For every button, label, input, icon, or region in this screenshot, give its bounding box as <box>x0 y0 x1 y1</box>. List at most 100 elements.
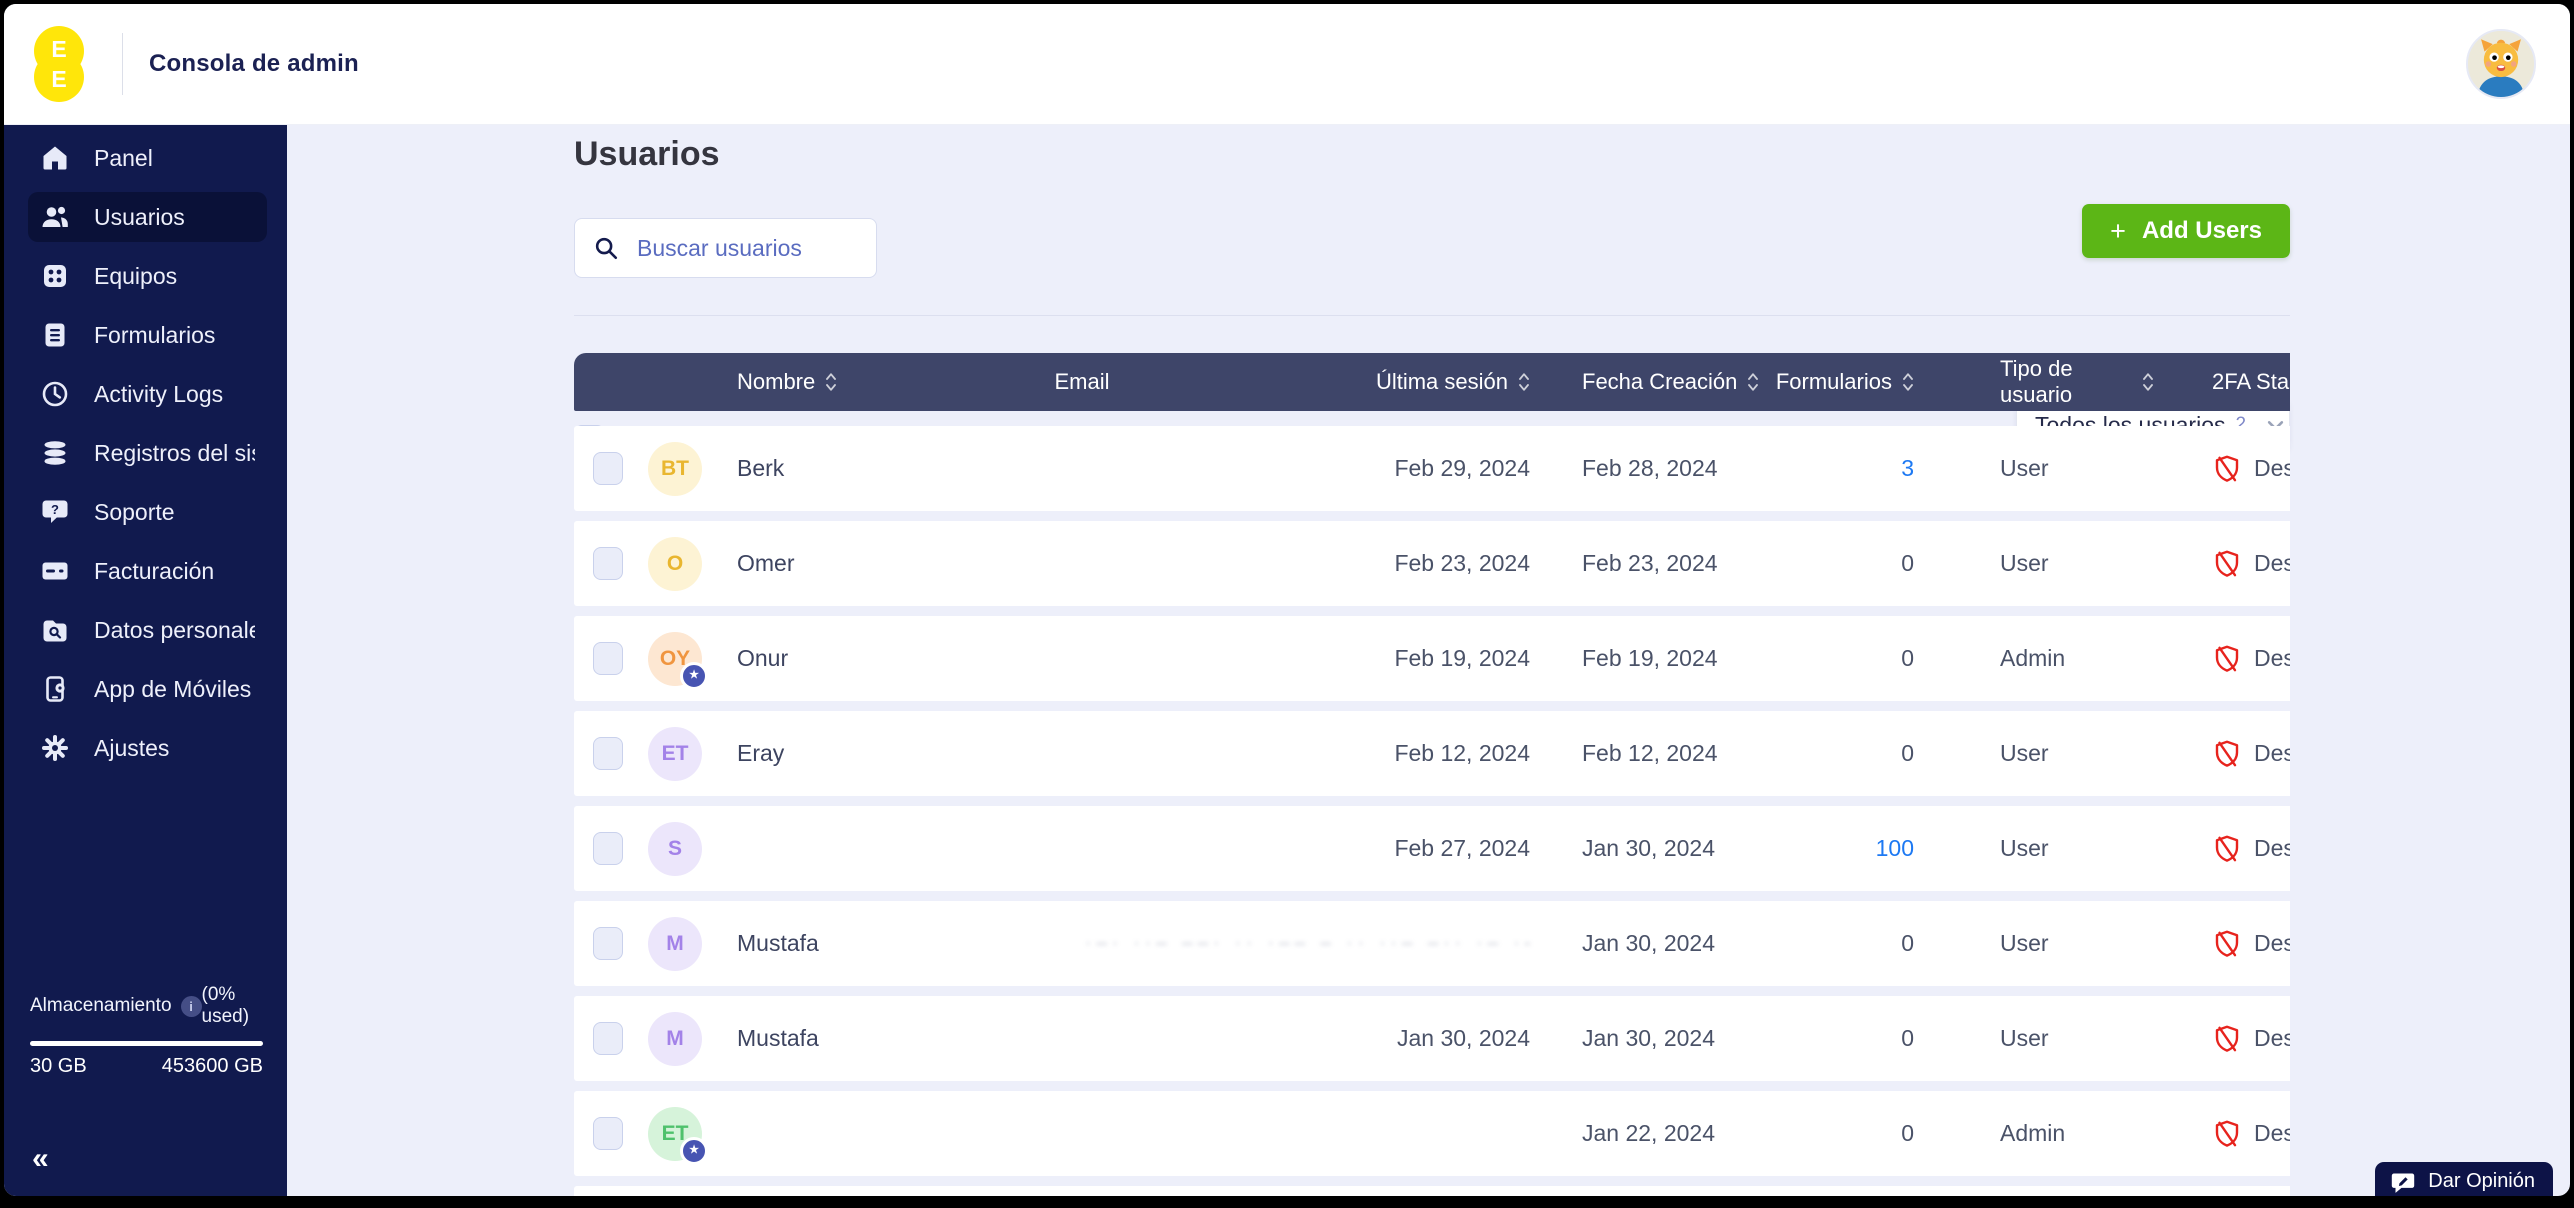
row-checkbox[interactable] <box>593 832 623 865</box>
user-name: Onur <box>737 645 789 671</box>
admin-console-app: E E Consola de admin <box>4 4 2570 1196</box>
row-checkbox[interactable] <box>593 642 623 675</box>
sort-icon[interactable] <box>825 371 837 393</box>
row-checkbox[interactable] <box>593 547 623 580</box>
row-avatar-cell: M <box>634 1011 722 1066</box>
created-date: Jan 22, 2024 <box>1582 1120 1716 1146</box>
sort-icon[interactable] <box>1518 371 1530 393</box>
sidebar-item-equipos[interactable]: Equipos <box>28 251 267 301</box>
admin-star-badge: ★ <box>680 1136 708 1165</box>
last-session: Feb 12, 2024 <box>1394 740 1530 766</box>
home-icon <box>40 143 70 173</box>
sidebar-item-panel[interactable]: Panel <box>28 133 267 183</box>
user-name: Eray <box>737 740 785 766</box>
row-checkbox[interactable] <box>593 1117 623 1150</box>
sort-icon[interactable] <box>1902 371 1914 393</box>
row-avatar-cell: BT <box>634 441 722 496</box>
logo-divider <box>122 33 123 95</box>
row-avatar-cell: ET ★ <box>634 1106 722 1165</box>
last-session: Feb 23, 2024 <box>1394 550 1530 576</box>
forms-count: 0 <box>1901 740 1914 766</box>
sidebar-item-datos-personales[interactable]: Datos personales <box>28 605 267 655</box>
svg-text:?: ? <box>51 502 59 517</box>
user-type: User <box>2000 835 2049 861</box>
feedback-button[interactable]: Dar Opinión <box>2375 1162 2553 1196</box>
sidebar-item-registros-del-siste[interactable]: Registros del siste... <box>28 428 267 478</box>
storage-current: 30 GB <box>30 1055 87 1077</box>
table-row: BT Berk Feb 29, 2024 Feb 28, 2024 3 User Des <box>574 426 2290 511</box>
created-date: Jan 30, 2024 <box>1582 1025 1716 1051</box>
forms-count: 0 <box>1901 930 1914 956</box>
sidebar-item-formularios[interactable]: Formularios <box>28 310 267 360</box>
forms-cell: 100 <box>1770 835 1914 862</box>
topbar: E E Consola de admin <box>4 4 2570 125</box>
table-row: M Mustafa Jan 30, 2024 0 User Des ·–· ··– ––· … <box>574 901 2290 986</box>
shield-slash-icon <box>2212 1024 2242 1054</box>
twofa-status: Des <box>2254 835 2290 861</box>
forms-count[interactable]: 3 <box>1901 455 1914 481</box>
column-header--ltima-sesi-n: Última sesión <box>1227 369 1530 395</box>
sidebar-item-activity-logs[interactable]: Activity Logs <box>28 369 267 419</box>
redacted-email-blur: ·–· ··– ––· ·· ·–– – ·· ··– –·· ·– ·– <box>1085 932 1530 954</box>
sidebar-item-ajustes[interactable]: Ajustes <box>28 723 267 773</box>
sidebar-item-soporte[interactable]: ? Soporte <box>28 487 267 537</box>
forms-count[interactable]: 100 <box>1875 835 1914 861</box>
search-input[interactable] <box>635 233 862 263</box>
feedback-label: Dar Opinión <box>2428 1170 2535 1192</box>
created-date: Jan 30, 2024 <box>1582 835 1716 861</box>
avatar: O <box>648 536 702 591</box>
column-header-tipo-de-usuario: Tipo de usuario <box>1914 356 2154 408</box>
page-title: Usuarios <box>574 135 720 173</box>
shield-slash-icon <box>2212 929 2242 959</box>
row-avatar-cell: O <box>634 536 722 591</box>
sidebar-collapse-button[interactable]: « <box>32 1142 49 1175</box>
avatar-initials: ET <box>661 741 689 765</box>
created-date: Feb 28, 2024 <box>1582 455 1718 481</box>
column-label: Email <box>1054 369 1110 394</box>
avatar: ET ★ <box>648 1106 708 1165</box>
shield-slash-icon <box>2212 834 2242 864</box>
forms-cell: 0 <box>1770 1120 1914 1147</box>
twofa-cell: Des <box>2154 929 2290 959</box>
forms-icon <box>40 320 70 350</box>
row-checkbox-cell <box>574 737 634 770</box>
last-session: Feb 29, 2024 <box>1394 455 1530 481</box>
user-type: User <box>2000 550 2049 576</box>
content: Usuarios + Add Users Elegir Todo <box>574 125 2290 1196</box>
user-avatar[interactable] <box>2466 29 2536 99</box>
sidebar-item-app-de-m-viles[interactable]: App de Móviles <box>28 664 267 714</box>
shield-slash-icon <box>2212 1119 2242 1149</box>
avatar: ET <box>648 726 702 781</box>
twofa-status: Des <box>2254 550 2290 576</box>
table-row: S Feb 27, 2024 Jan 30, 2024 100 User Des <box>574 806 2290 891</box>
avatar-initials: ET <box>661 1121 689 1145</box>
row-checkbox-cell <box>574 832 634 865</box>
sidebar-item-label: Soporte <box>94 498 175 525</box>
last-session: Feb 19, 2024 <box>1394 645 1530 671</box>
database-icon <box>40 438 70 468</box>
sidebar-item-usuarios[interactable]: Usuarios <box>28 192 267 242</box>
user-type: User <box>2000 1025 2049 1051</box>
row-checkbox[interactable] <box>593 737 623 770</box>
twofa-cell: Des <box>2154 739 2290 769</box>
twofa-cell: Des <box>2154 834 2290 864</box>
row-checkbox[interactable] <box>593 927 623 960</box>
sort-icon[interactable] <box>1747 371 1759 393</box>
support-icon: ? <box>40 497 70 527</box>
twofa-status: Des <box>2254 930 2290 956</box>
avatar-initials: OY <box>659 646 691 670</box>
row-checkbox-cell <box>574 547 634 580</box>
table-row: M Mustafa Jan 30, 2024 Jan 30, 2024 0 User Des <box>574 996 2290 1081</box>
sort-icon[interactable] <box>2142 371 2154 393</box>
row-checkbox[interactable] <box>593 1022 623 1055</box>
info-icon[interactable]: i <box>180 995 202 1017</box>
sidebar-item-facturaci-n[interactable]: Facturación <box>28 546 267 596</box>
table-row: O Omer Feb 23, 2024 Feb 23, 2024 0 User Des <box>574 521 2290 606</box>
user-name: Mustafa <box>737 1025 819 1051</box>
add-users-button[interactable]: + Add Users <box>2082 204 2290 258</box>
avatar: BT <box>648 441 702 496</box>
ee-logo: E E <box>34 26 84 102</box>
row-checkbox[interactable] <box>593 452 623 485</box>
user-type: User <box>2000 930 2049 956</box>
users-table: Nombre Email Última sesión Fecha Creación Fo… <box>574 353 2290 1196</box>
